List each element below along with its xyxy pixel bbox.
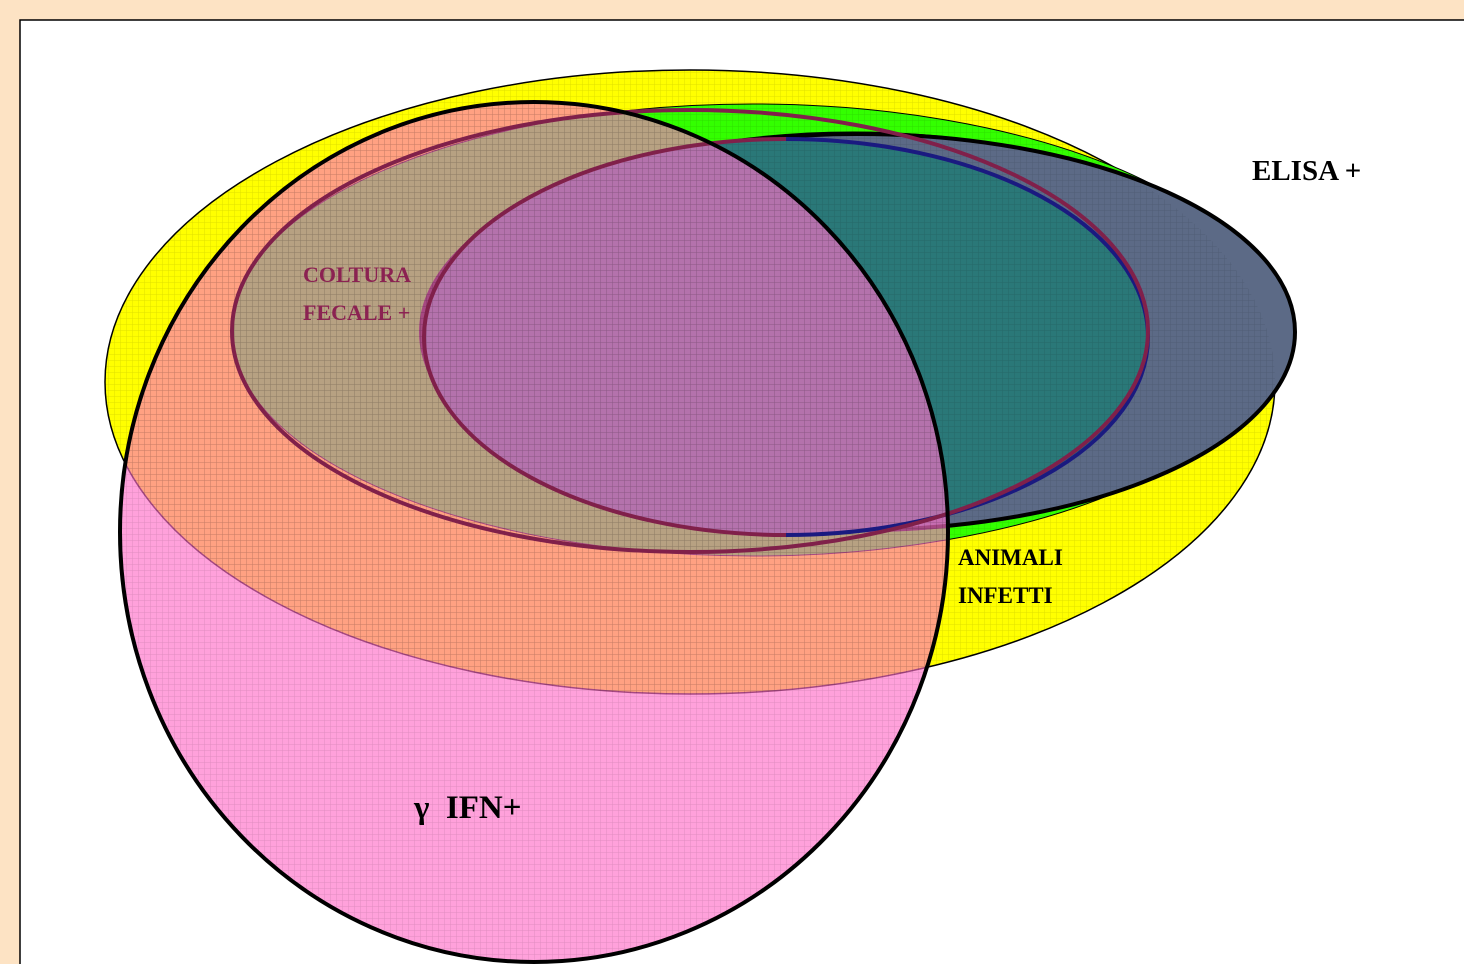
culture-label: COLTURA <box>303 262 411 287</box>
inner-outline <box>422 137 787 537</box>
infected-label: INFETTI <box>958 583 1053 608</box>
culture-label: FECALE + <box>303 300 410 325</box>
ifn-outline <box>118 100 950 964</box>
infected-label: ANIMALI <box>958 545 1063 570</box>
culture-outline <box>230 108 1150 554</box>
inner-outline <box>785 137 1150 338</box>
hatch <box>120 102 948 962</box>
ifn-label: γ IFN+ <box>413 790 522 826</box>
elisa-label: ELISA + <box>1252 155 1361 187</box>
inner-outline <box>785 336 1150 537</box>
